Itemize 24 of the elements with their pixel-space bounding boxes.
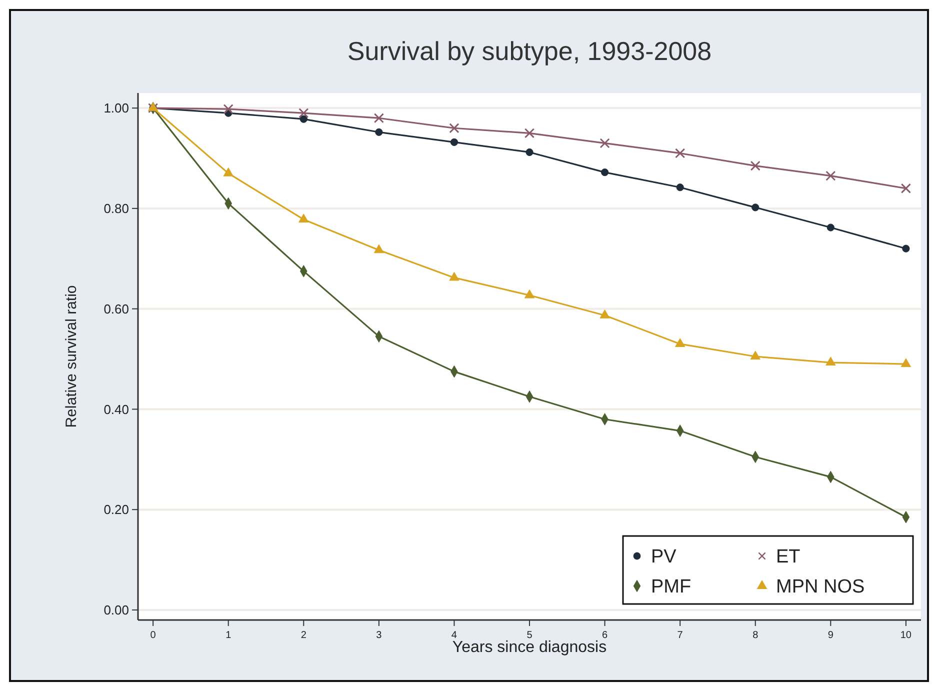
x-tick-label: 1 — [226, 630, 232, 641]
x-tick-label: 10 — [900, 630, 912, 641]
x-tick-label: 5 — [526, 630, 533, 641]
y-tick-label: 0.60 — [104, 301, 129, 316]
x-tick-label: 0 — [150, 630, 156, 641]
y-tick-label: 1.00 — [104, 100, 129, 116]
x-tick-label: 3 — [376, 630, 382, 641]
legend-label: ET — [776, 546, 801, 568]
y-tick-label: 0.80 — [104, 200, 129, 216]
chart-title: Survival by subtype, 1993-2008 — [347, 36, 712, 66]
legend-label: PMF — [651, 576, 692, 598]
x-tick-label: 6 — [602, 630, 608, 641]
x-tick-label: 8 — [752, 630, 759, 641]
x-axis-title: Years since diagnosis — [452, 639, 607, 656]
y-tick-label: 0.40 — [104, 402, 129, 417]
x-tick-label: 7 — [677, 630, 684, 641]
x-tick-label: 9 — [828, 630, 834, 641]
legend-label: MPN NOS — [776, 576, 865, 598]
y-tick-label: 0.20 — [104, 502, 129, 518]
x-tick-label: 4 — [451, 630, 458, 641]
legend-label: PV — [651, 546, 677, 568]
y-tick-label: 0.00 — [104, 602, 129, 618]
x-tick-label: 2 — [300, 630, 307, 641]
y-axis-title: Relative survival ratio — [63, 285, 80, 428]
